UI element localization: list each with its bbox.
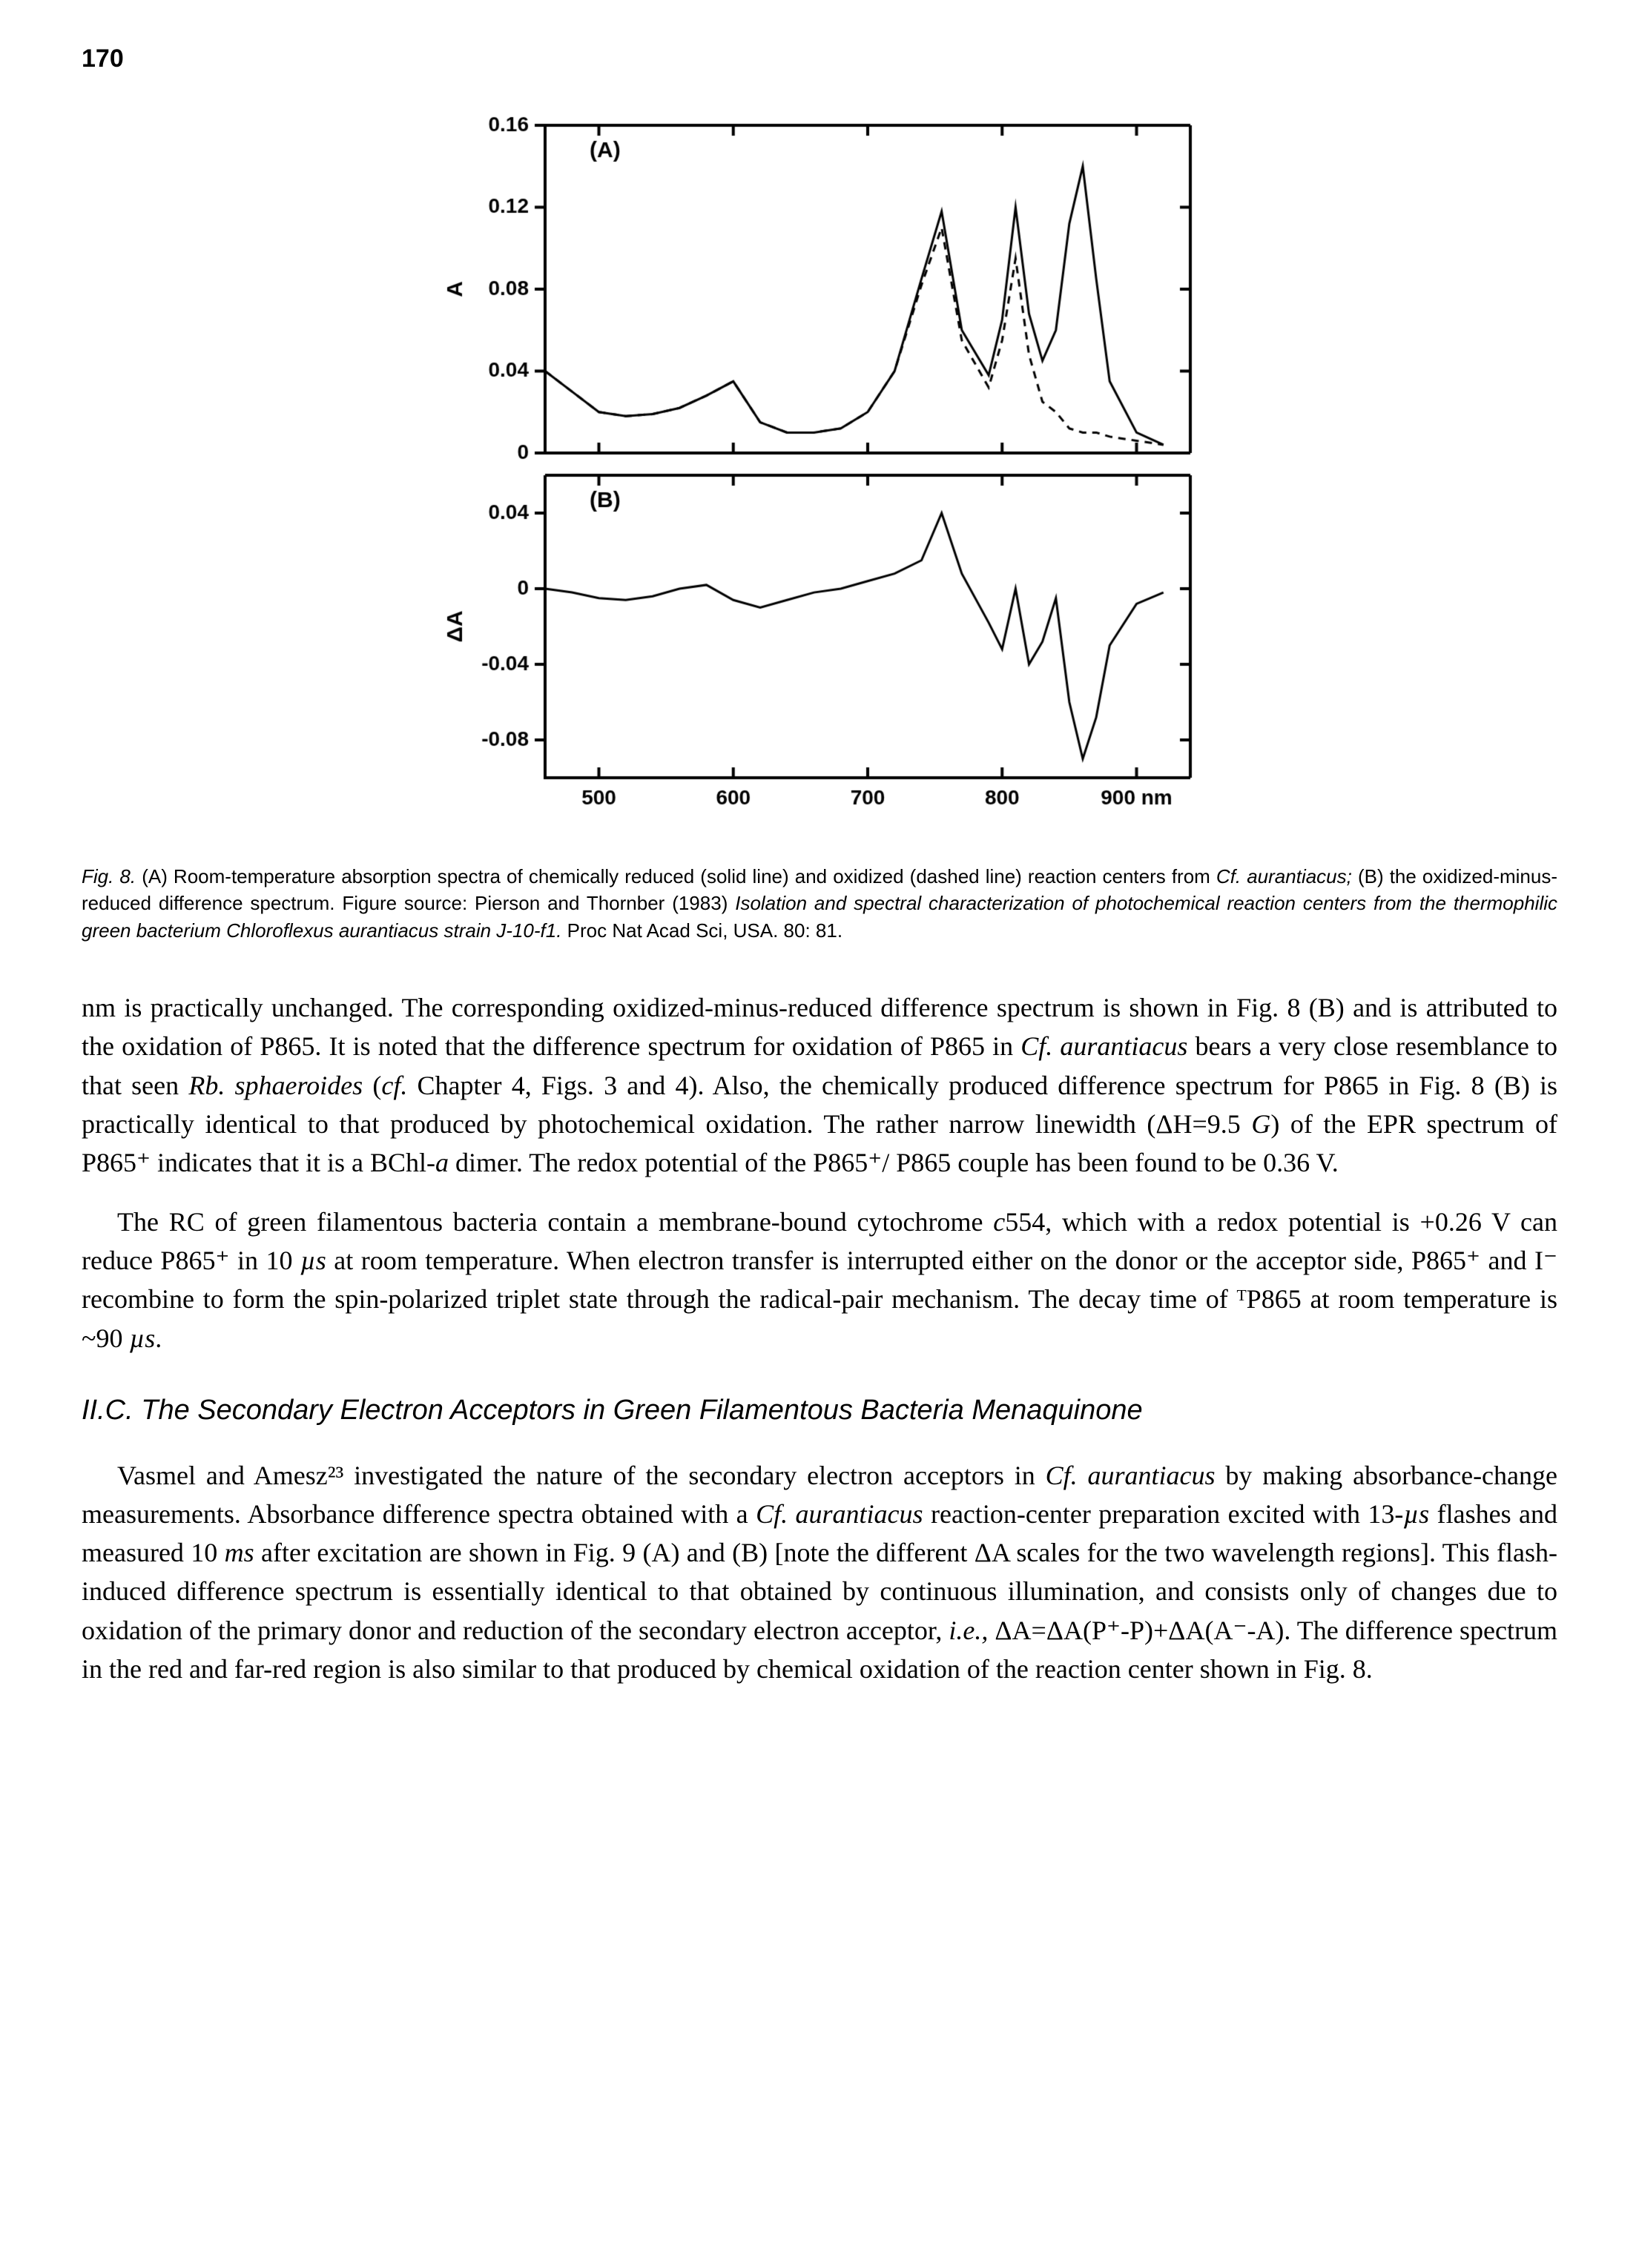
figure-8-caption: Fig. 8. (A) Room-temperature absorption … — [82, 863, 1557, 944]
p3-us: µs — [1403, 1499, 1429, 1529]
caption-species1: Cf. aurantiacus; — [1216, 865, 1352, 887]
page-number: 170 — [82, 44, 1557, 73]
caption-a: (A) Room-temperature absorption spectra … — [136, 865, 1216, 887]
p3-sp1: Cf. aurantiacus — [1046, 1461, 1216, 1490]
p3-ie: i.e., — [949, 1616, 988, 1645]
paragraph-3: Vasmel and Amesz²³ investigated the natu… — [82, 1456, 1557, 1688]
p1-t6: dimer. The redox potential of the P865⁺/… — [449, 1148, 1339, 1177]
p2-c: c — [993, 1207, 1005, 1237]
p3-sp2: Cf. aurantiacus — [756, 1499, 923, 1529]
figure-8-chart — [419, 103, 1220, 830]
caption-src-tail: Proc Nat Acad Sci, USA. 80: 81. — [561, 919, 842, 942]
p1-cf: cf. — [381, 1071, 407, 1100]
paragraph-2: The RC of green filamentous bacteria con… — [82, 1203, 1557, 1358]
p3-t1: Vasmel and Amesz²³ investigated the natu… — [117, 1461, 1046, 1490]
p2-us2: µs — [129, 1323, 155, 1353]
caption-lead: Fig. 8. — [82, 865, 136, 887]
p2-us1: µs — [300, 1246, 326, 1275]
figure-8 — [82, 103, 1557, 833]
section-heading-iic: II.C. The Secondary Electron Acceptors i… — [82, 1395, 1557, 1426]
p3-ms: ms — [225, 1538, 254, 1567]
paragraph-1: nm is practically unchanged. The corresp… — [82, 988, 1557, 1182]
p3-t3: reaction-center preparation excited with… — [923, 1499, 1404, 1529]
p1-a: a — [435, 1148, 449, 1177]
p1-sp1: Cf. aurantiacus — [1020, 1031, 1187, 1061]
p1-t3: ( — [363, 1071, 381, 1100]
p2-t4: . — [155, 1323, 162, 1353]
p2-t1: The RC of green filamentous bacteria con… — [117, 1207, 993, 1237]
p1-g: G — [1251, 1109, 1270, 1139]
p1-sp2: Rb. sphaeroides — [188, 1071, 363, 1100]
